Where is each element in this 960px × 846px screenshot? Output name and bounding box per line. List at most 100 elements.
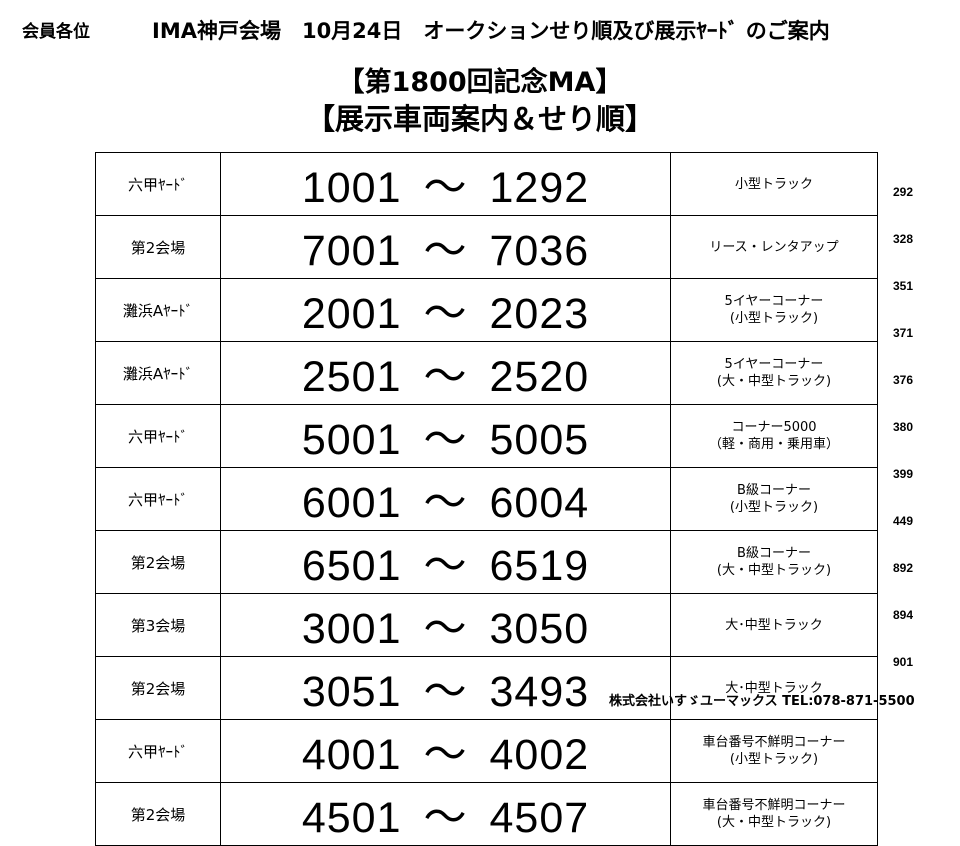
- lot-range-end: 2520: [489, 353, 590, 401]
- venue-cell: 第2会場: [95, 215, 221, 279]
- category-line-1: B級コーナー: [737, 483, 811, 498]
- range-separator: ～: [423, 542, 468, 590]
- lot-range-cell: 4501 ～ 4507: [220, 782, 671, 846]
- schedule-table: 六甲ﾔｰﾄﾞ 1001 ～ 1292 小型トラック 第2会場 7001 ～ 7036 リース・レン…: [95, 152, 878, 846]
- range-separator: ～: [423, 668, 468, 716]
- category-line-2: (小型トラック): [729, 500, 819, 515]
- venue-cell: 六甲ﾔｰﾄﾞ: [95, 404, 221, 468]
- venue-cell: 第2会場: [95, 656, 221, 720]
- venue-cell: 第2会場: [95, 530, 221, 594]
- lot-range-start: 2501: [301, 353, 402, 401]
- category-cell: B級コーナー (大・中型トラック): [670, 530, 878, 594]
- range-separator: ～: [423, 416, 468, 464]
- phone-number: TEL:078-871-5500: [782, 694, 915, 709]
- cumulative-count: 894: [893, 608, 914, 622]
- cumulative-count: 449: [893, 514, 914, 528]
- category-line-1: 5イヤーコーナー: [724, 294, 824, 309]
- lot-range-cell: 4001 ～ 4002: [220, 719, 671, 783]
- lot-range-end: 7036: [489, 227, 590, 275]
- schedule-row: 六甲ﾔｰﾄﾞ 5001 ～ 5005 コーナー5000 （軽・商用・乗用車）: [95, 404, 878, 468]
- lot-range-cell: 1001 ～ 1292: [220, 152, 671, 216]
- range-separator: ～: [423, 290, 468, 338]
- lot-range-cell: 3001 ～ 3050: [220, 593, 671, 657]
- schedule-row: 第3会場 3001 ～ 3050 大･中型トラック: [95, 593, 878, 657]
- category-cell: 大･中型トラック: [670, 593, 878, 657]
- category-line-1: コーナー5000: [731, 420, 817, 435]
- range-separator: ～: [423, 164, 468, 212]
- category-cell: 5イヤーコーナー (大・中型トラック): [670, 341, 878, 405]
- range-separator: ～: [423, 605, 468, 653]
- category-line-1: 大･中型トラック: [725, 617, 823, 633]
- venue-cell: 第2会場: [95, 782, 221, 846]
- lot-range-start: 4001: [301, 731, 402, 779]
- title-line-1: 【第1800回記念MA】: [337, 67, 623, 98]
- venue-cell: 第3会場: [95, 593, 221, 657]
- category-line-2: (大・中型トラック): [716, 374, 832, 389]
- category-line-1: 車台番号不鮮明コーナー: [702, 798, 846, 813]
- cumulative-count: 328: [893, 232, 914, 246]
- category-cell: コーナー5000 （軽・商用・乗用車）: [670, 404, 878, 468]
- lot-range-cell: 2001 ～ 2023: [220, 278, 671, 342]
- cumulative-count: 901: [893, 655, 914, 669]
- cumulative-count: 892: [893, 561, 914, 575]
- lot-range-end: 3493: [489, 668, 590, 716]
- lot-range-cell: 6501 ～ 6519: [220, 530, 671, 594]
- addressee-label: 会員各位: [22, 22, 90, 42]
- cumulative-count: 399: [893, 467, 914, 481]
- category-line-1: 小型トラック: [734, 176, 813, 192]
- category-cell: B級コーナー (小型トラック): [670, 467, 878, 531]
- category-cell: 車台番号不鮮明コーナー (大・中型トラック): [670, 782, 878, 846]
- lot-range-end: 3050: [489, 605, 590, 653]
- lot-range-start: 3051: [301, 668, 402, 716]
- footer-contact: 株式会社いすゞユーマックス TEL:078-871-5500: [609, 690, 915, 709]
- cumulative-count: 351: [893, 279, 914, 293]
- range-separator: ～: [423, 353, 468, 401]
- venue-cell: 六甲ﾔｰﾄﾞ: [95, 719, 221, 783]
- schedule-row: 六甲ﾔｰﾄﾞ 6001 ～ 6004 B級コーナー (小型トラック): [95, 467, 878, 531]
- range-separator: ～: [423, 227, 468, 275]
- category-cell: 小型トラック: [670, 152, 878, 216]
- document-heading: IMA神戸会場 10月24日 オークションせり順及び展示ﾔｰﾄﾞ のご案内: [152, 19, 830, 43]
- schedule-row: 第2会場 4501 ～ 4507 車台番号不鮮明コーナー (大・中型トラック): [95, 782, 878, 846]
- category-line-1: リース・レンタアップ: [709, 239, 839, 255]
- category-line-1: 大･中型トラック: [725, 680, 823, 696]
- venue-cell: 六甲ﾔｰﾄﾞ: [95, 152, 221, 216]
- lot-range-start: 3001: [301, 605, 402, 653]
- category-cell: リース・レンタアップ: [670, 215, 878, 279]
- schedule-row: 六甲ﾔｰﾄﾞ 4001 ～ 4002 車台番号不鮮明コーナー (小型トラック): [95, 719, 878, 783]
- schedule-row: 第2会場 3051 ～ 3493 大･中型トラック: [95, 656, 878, 720]
- lot-range-end: 6004: [489, 479, 590, 527]
- lot-range-end: 5005: [489, 416, 590, 464]
- cumulative-count: 371: [893, 326, 914, 340]
- venue-cell: 灘浜Aﾔｰﾄﾞ: [95, 278, 221, 342]
- category-line-1: B級コーナー: [737, 546, 811, 561]
- schedule-row: 灘浜Aﾔｰﾄﾞ 2001 ～ 2023 5イヤーコーナー (小型トラック): [95, 278, 878, 342]
- venue-cell: 灘浜Aﾔｰﾄﾞ: [95, 341, 221, 405]
- title-line-2: 【展示車両案内＆せり順】: [305, 102, 654, 136]
- lot-range-cell: 2501 ～ 2520: [220, 341, 671, 405]
- lot-range-start: 6501: [301, 542, 402, 590]
- lot-range-end: 6519: [489, 542, 590, 590]
- schedule-row: 第2会場 6501 ～ 6519 B級コーナー (大・中型トラック): [95, 530, 878, 594]
- category-line-1: 車台番号不鮮明コーナー: [702, 735, 846, 750]
- range-separator: ～: [423, 479, 468, 527]
- lot-range-start: 6001: [301, 479, 402, 527]
- lot-range-start: 5001: [301, 416, 402, 464]
- lot-range-start: 1001: [301, 164, 402, 212]
- category-cell: 5イヤーコーナー (小型トラック): [670, 278, 878, 342]
- range-separator: ～: [423, 731, 468, 779]
- lot-range-cell: 7001 ～ 7036: [220, 215, 671, 279]
- cumulative-count: 376: [893, 373, 914, 387]
- lot-range-end: 1292: [489, 164, 590, 212]
- category-line-1: 5イヤーコーナー: [724, 357, 824, 372]
- company-name: 株式会社いすゞユーマックス: [609, 694, 778, 709]
- category-cell: 大･中型トラック: [670, 656, 878, 720]
- lot-range-end: 2023: [489, 290, 590, 338]
- venue-cell: 六甲ﾔｰﾄﾞ: [95, 467, 221, 531]
- category-line-2: (大・中型トラック): [716, 815, 832, 830]
- lot-range-end: 4507: [489, 794, 590, 842]
- cumulative-count: 380: [893, 420, 914, 434]
- lot-range-start: 4501: [301, 794, 402, 842]
- schedule-row: 灘浜Aﾔｰﾄﾞ 2501 ～ 2520 5イヤーコーナー (大・中型トラック): [95, 341, 878, 405]
- category-cell: 車台番号不鮮明コーナー (小型トラック): [670, 719, 878, 783]
